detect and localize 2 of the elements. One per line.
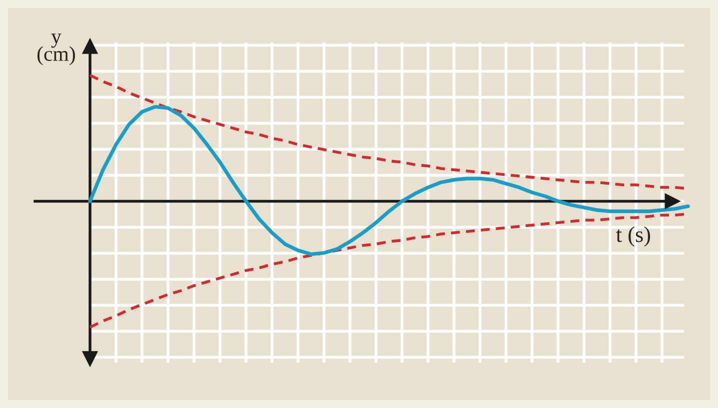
y-axis-title: y (cm) (37, 34, 75, 66)
x-axis-title: t (s) (616, 226, 650, 247)
